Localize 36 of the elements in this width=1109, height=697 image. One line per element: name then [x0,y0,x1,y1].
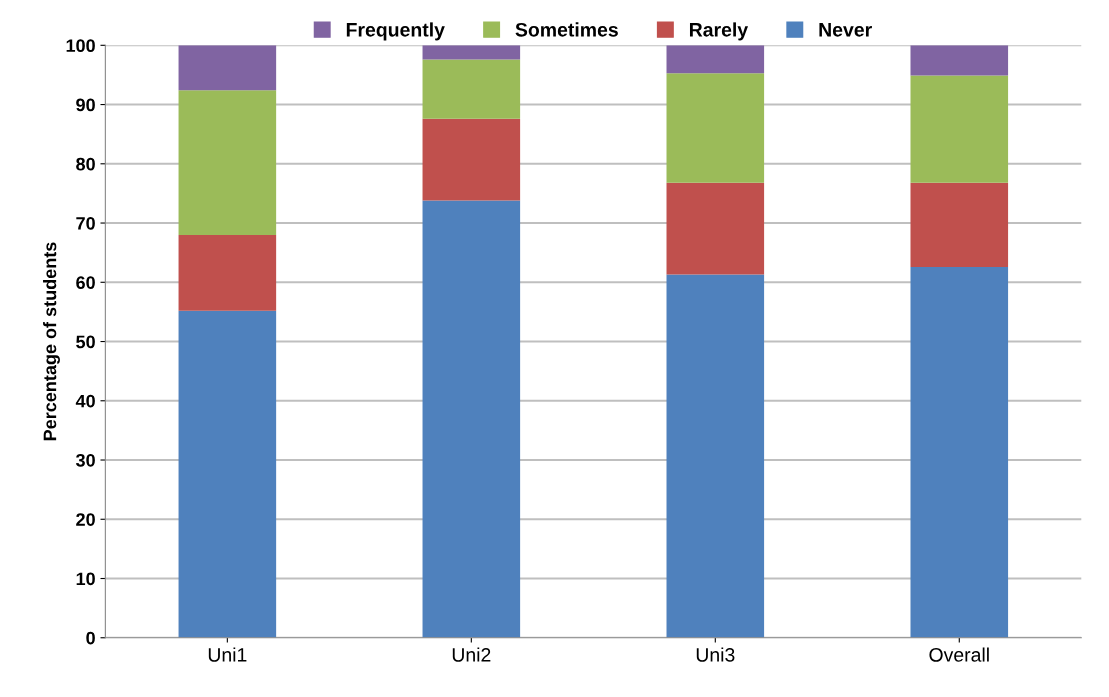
legend-label: Frequently [346,22,445,41]
bar [422,45,521,60]
x-tick-label: Uni3 [696,647,735,662]
bar [910,182,1009,267]
bar [178,234,277,311]
y-tick-label: 60 [76,276,95,290]
legend-label: Never [819,23,872,37]
y-tick-label: 70 [76,216,95,230]
bar [422,118,521,201]
bar [178,90,277,235]
x-tick-label: Uni2 [452,647,491,662]
y-tick-label: 90 [76,98,95,112]
x-tick-label: Overall [929,647,989,662]
bar [910,45,1009,76]
y-tick-label: 10 [76,572,95,586]
y-tick-label: 100 [66,39,95,53]
x-tick-label: Uni1 [208,647,247,662]
bar [422,200,521,638]
y-tick-label: 0 [86,631,95,645]
y-tick-label: 30 [75,453,95,467]
bar [666,274,765,638]
y-axis-title: Percentage of students [43,242,60,441]
bar [910,266,1009,638]
y-tick-label: 40 [75,394,95,408]
bar [666,73,765,183]
bar [422,59,521,119]
legend-label: Sometimes [515,22,618,37]
y-tick-label: 80 [76,157,95,171]
bar [666,182,765,275]
legend-label: Rarely [689,22,749,41]
y-tick-label: 20 [76,513,95,526]
y-tick-label: 50 [76,335,95,349]
bar [666,45,765,74]
bar [178,310,277,638]
bar [178,45,277,91]
bar [910,75,1009,183]
